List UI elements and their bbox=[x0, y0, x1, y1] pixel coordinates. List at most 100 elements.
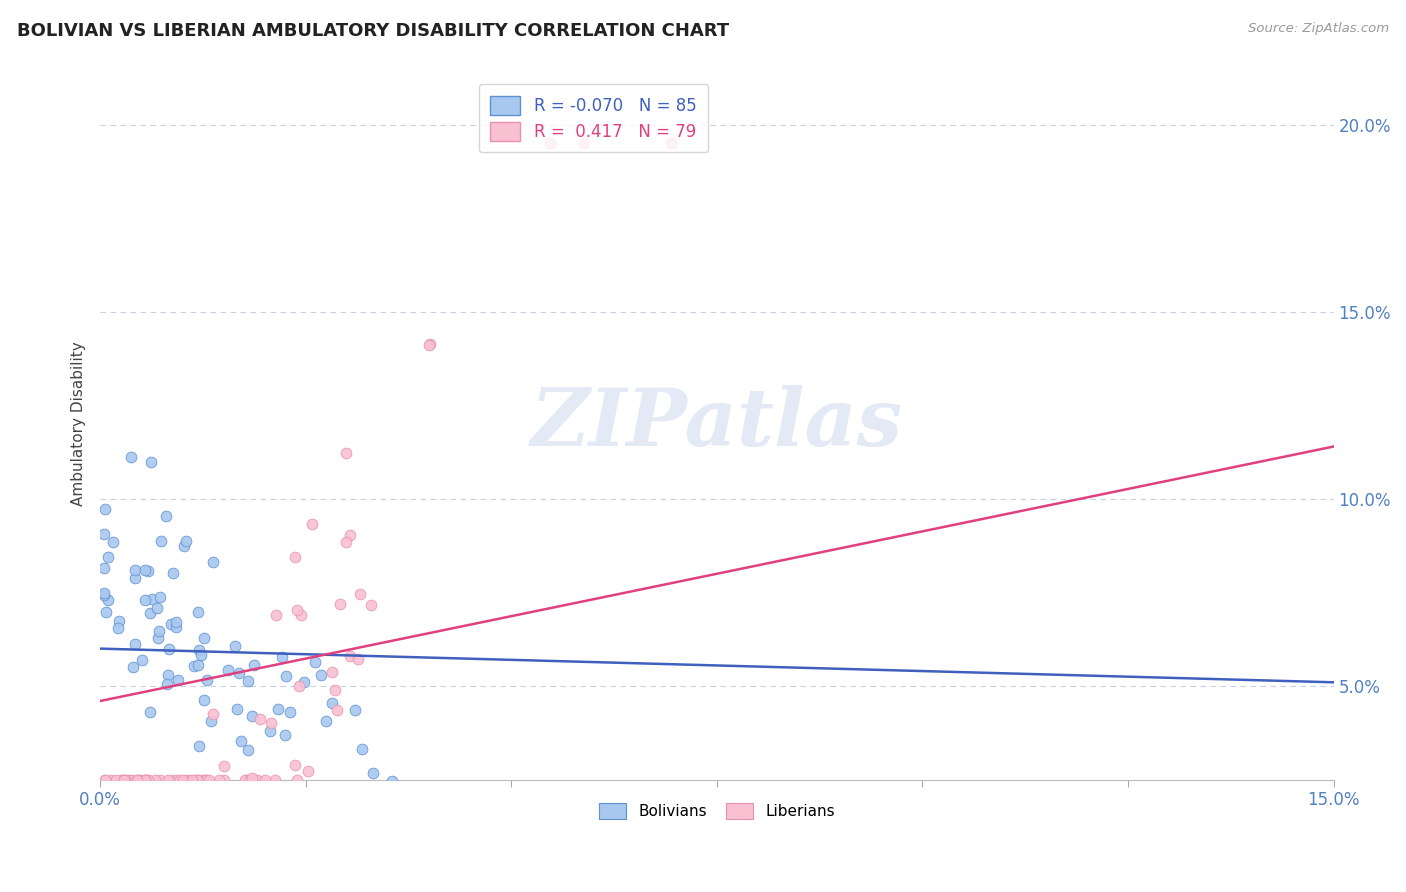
Point bbox=[360, 598, 382, 612]
Point bbox=[107, 621, 129, 635]
Point bbox=[270, 649, 292, 664]
Point bbox=[339, 648, 361, 663]
Point bbox=[150, 534, 173, 549]
Point bbox=[148, 624, 170, 638]
Point bbox=[243, 658, 266, 673]
Point bbox=[160, 617, 183, 632]
Point bbox=[260, 715, 283, 730]
Point bbox=[156, 676, 179, 690]
Point bbox=[224, 640, 246, 654]
Point bbox=[97, 593, 120, 607]
Point bbox=[141, 455, 163, 469]
Point bbox=[115, 772, 138, 787]
Point bbox=[166, 772, 188, 787]
Point bbox=[167, 673, 190, 687]
Point bbox=[274, 728, 297, 742]
Point bbox=[239, 772, 262, 787]
Point bbox=[134, 592, 156, 607]
Point bbox=[101, 534, 124, 549]
Y-axis label: Ambulatory Disability: Ambulatory Disability bbox=[72, 342, 86, 507]
Point bbox=[138, 564, 160, 578]
Point bbox=[228, 665, 250, 680]
Point bbox=[259, 724, 281, 739]
Point bbox=[540, 136, 562, 151]
Point bbox=[349, 587, 371, 601]
Point bbox=[225, 702, 247, 716]
Point bbox=[155, 509, 177, 524]
Point bbox=[180, 772, 202, 787]
Point bbox=[121, 772, 143, 787]
Point bbox=[124, 637, 146, 651]
Point bbox=[124, 563, 146, 577]
Point bbox=[323, 683, 346, 698]
Point bbox=[288, 679, 311, 693]
Point bbox=[267, 702, 290, 716]
Point bbox=[125, 772, 148, 787]
Point bbox=[94, 772, 117, 787]
Point bbox=[304, 656, 326, 670]
Point bbox=[146, 601, 169, 615]
Point bbox=[193, 772, 215, 787]
Point bbox=[134, 772, 156, 787]
Point bbox=[284, 758, 307, 772]
Point bbox=[157, 641, 180, 656]
Point bbox=[329, 597, 352, 611]
Point bbox=[350, 742, 373, 756]
Point bbox=[124, 571, 146, 585]
Point bbox=[240, 709, 263, 723]
Point bbox=[120, 450, 142, 465]
Point bbox=[187, 739, 209, 753]
Point bbox=[284, 550, 307, 565]
Point bbox=[543, 798, 565, 813]
Point bbox=[149, 590, 172, 604]
Point bbox=[93, 526, 115, 541]
Point bbox=[145, 772, 167, 787]
Point bbox=[94, 605, 117, 619]
Point bbox=[148, 632, 170, 646]
Point bbox=[94, 772, 117, 787]
Point bbox=[128, 772, 150, 787]
Point bbox=[188, 643, 211, 657]
Point bbox=[156, 668, 179, 682]
Point bbox=[174, 772, 197, 787]
Point bbox=[93, 588, 115, 602]
Point bbox=[156, 772, 179, 787]
Point bbox=[111, 772, 134, 787]
Point bbox=[139, 705, 162, 719]
Point bbox=[190, 648, 212, 662]
Point bbox=[361, 766, 384, 780]
Point bbox=[422, 798, 444, 813]
Point bbox=[195, 673, 218, 688]
Point bbox=[235, 772, 257, 787]
Point bbox=[187, 605, 209, 619]
Point bbox=[118, 772, 141, 787]
Point bbox=[419, 336, 441, 351]
Point bbox=[301, 787, 323, 801]
Point bbox=[93, 561, 115, 575]
Point bbox=[200, 714, 222, 728]
Point bbox=[285, 772, 308, 787]
Point bbox=[188, 772, 211, 787]
Point bbox=[162, 566, 184, 580]
Point bbox=[193, 772, 215, 787]
Point bbox=[172, 772, 194, 787]
Point bbox=[231, 734, 253, 748]
Point bbox=[97, 549, 120, 564]
Point bbox=[194, 772, 217, 787]
Point bbox=[337, 798, 360, 813]
Point bbox=[242, 784, 264, 798]
Point bbox=[201, 555, 224, 569]
Point bbox=[236, 743, 259, 757]
Point bbox=[129, 772, 152, 787]
Point bbox=[93, 501, 115, 516]
Legend: Bolivians, Liberians: Bolivians, Liberians bbox=[593, 797, 841, 825]
Point bbox=[325, 703, 347, 717]
Point bbox=[274, 669, 297, 683]
Point bbox=[246, 772, 269, 787]
Point bbox=[315, 714, 337, 729]
Point bbox=[112, 772, 135, 787]
Point bbox=[186, 772, 208, 787]
Point bbox=[214, 772, 236, 787]
Point bbox=[236, 673, 259, 688]
Point bbox=[149, 772, 172, 787]
